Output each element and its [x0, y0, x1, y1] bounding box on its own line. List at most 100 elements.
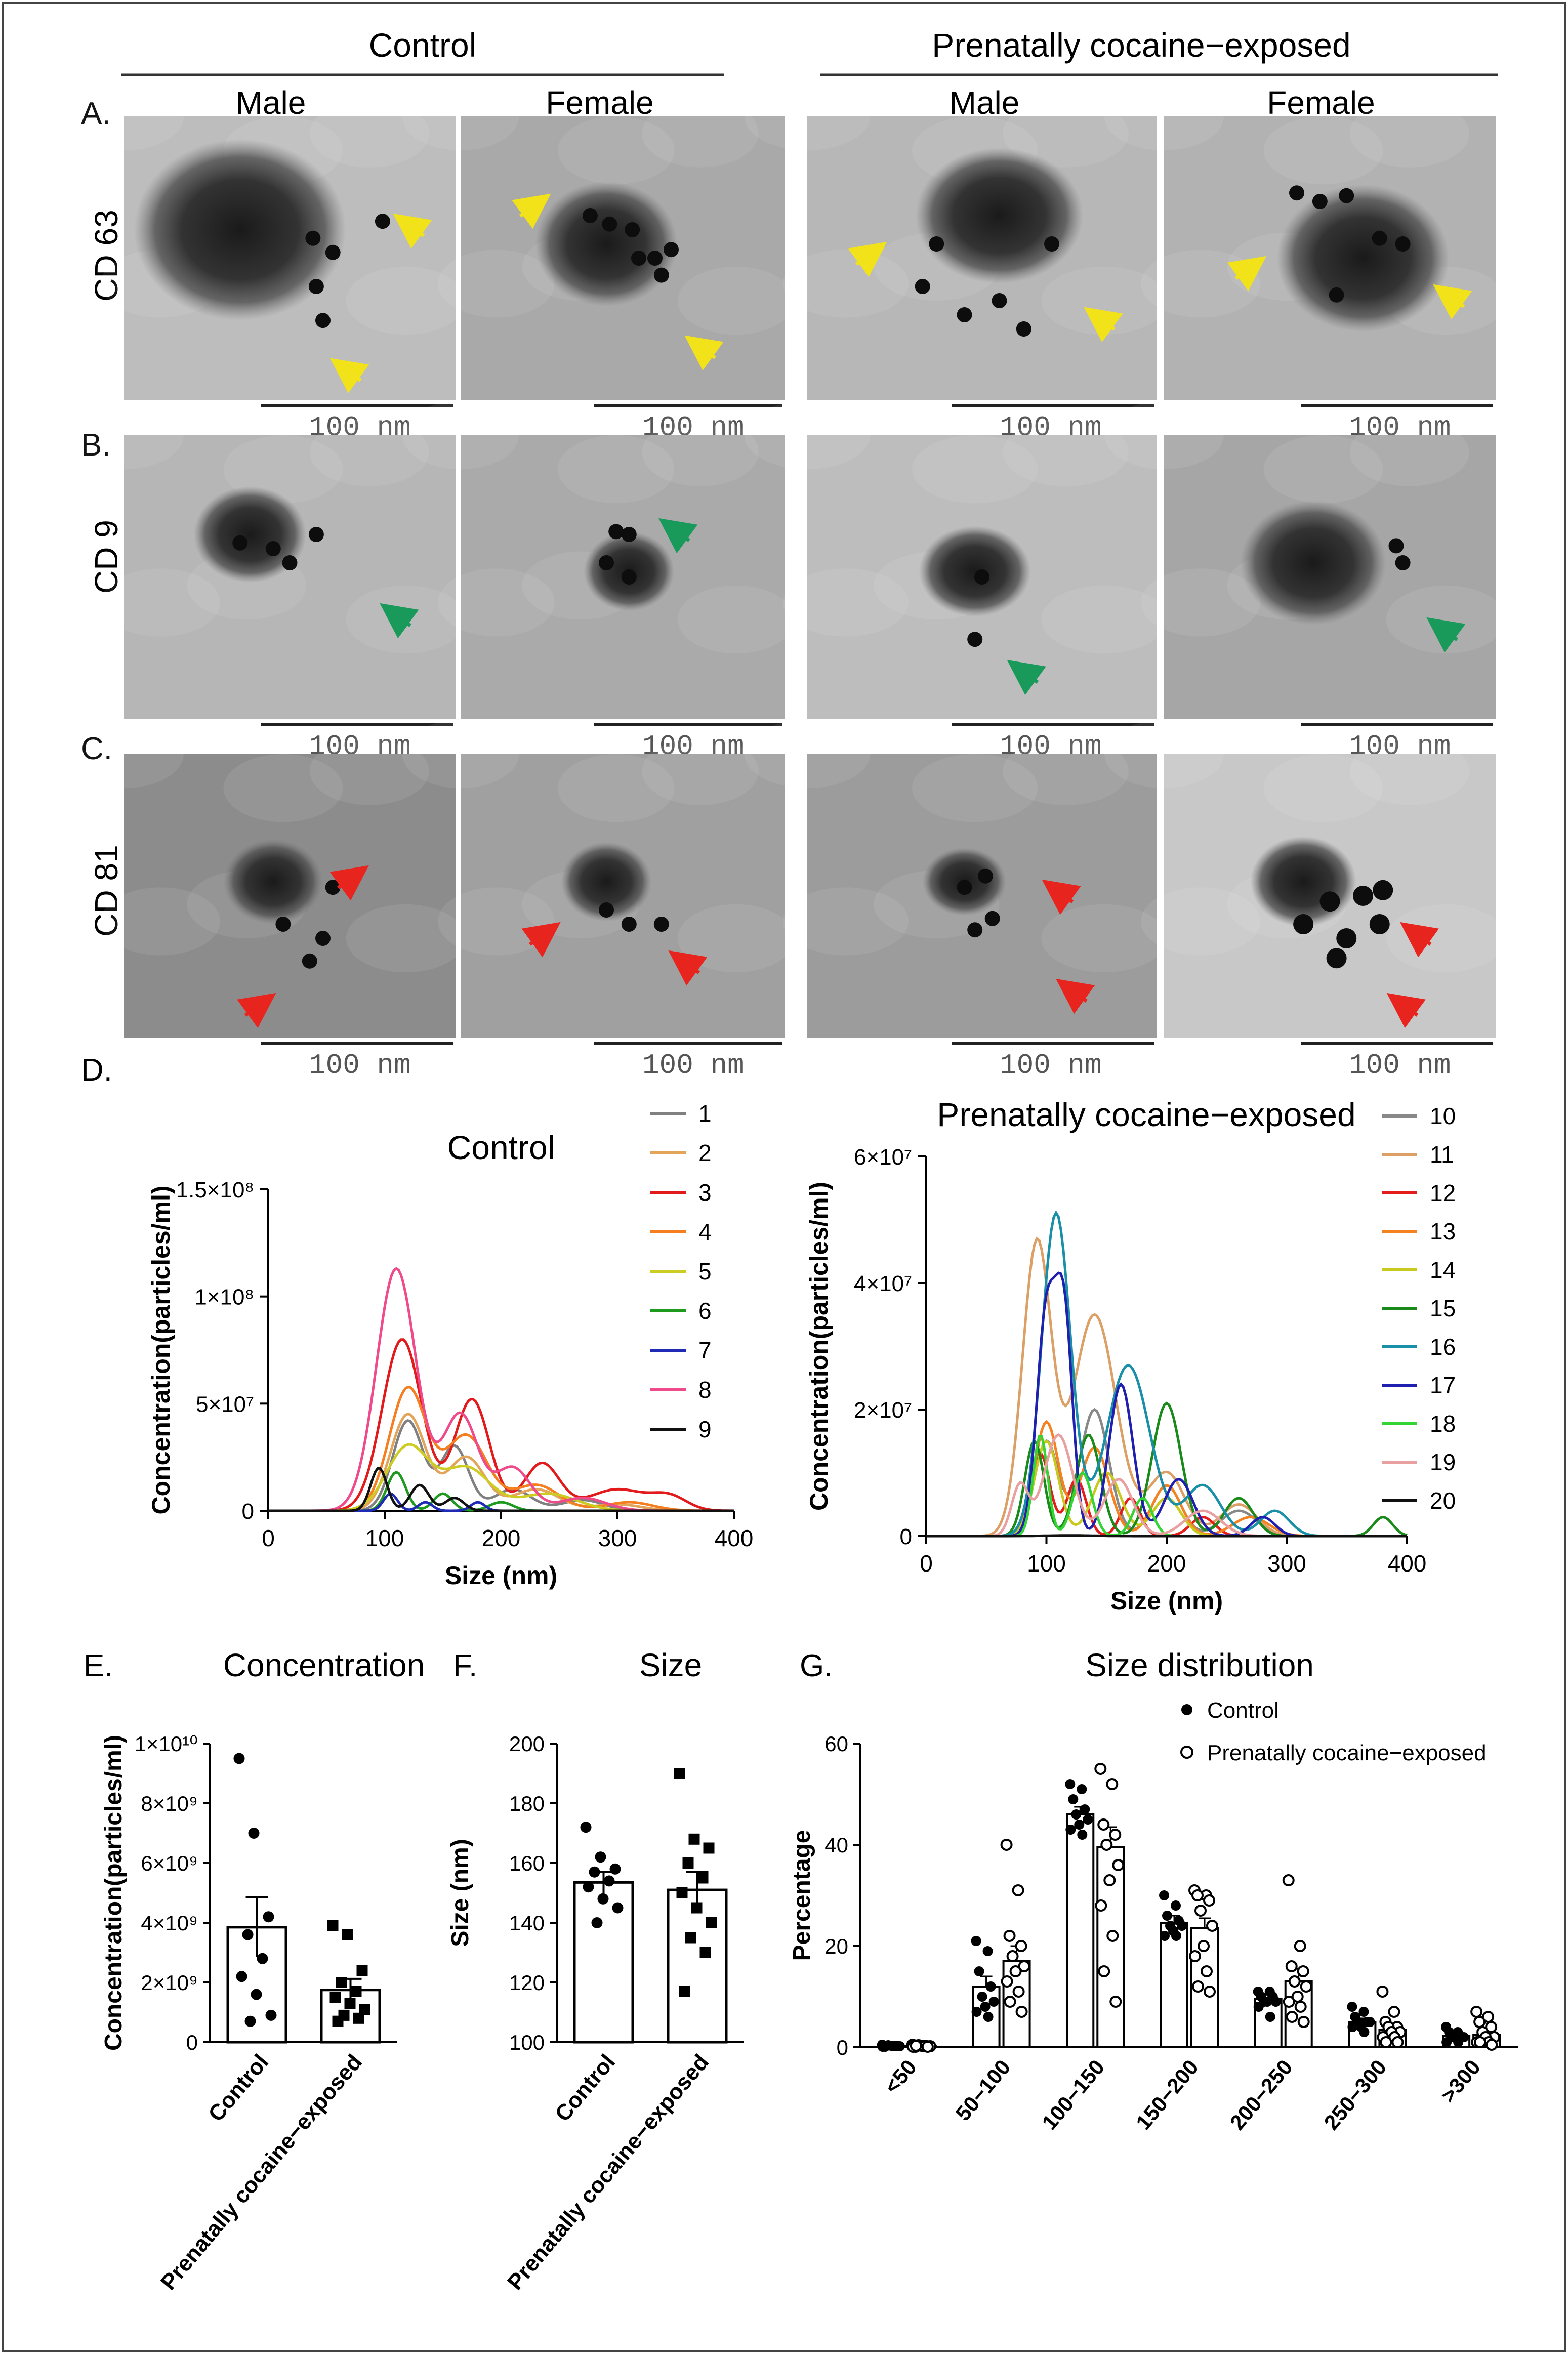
gold-particle	[315, 931, 331, 946]
gold-particle	[967, 922, 983, 938]
arrow-cd81	[1386, 993, 1426, 1028]
arrow-cd81	[237, 993, 276, 1028]
panel-label-c: C.	[81, 731, 112, 766]
x-tick-label: 0	[920, 1550, 933, 1577]
data-point	[1282, 1874, 1295, 1886]
data-point	[1171, 1900, 1181, 1911]
data-point	[1391, 2036, 1404, 2048]
micrograph-texture	[438, 568, 555, 637]
data-point	[1380, 2036, 1392, 2048]
data-point	[1000, 1839, 1013, 1851]
data-point	[1106, 1778, 1119, 1790]
gold-particle	[647, 251, 663, 266]
x-tick-label: 300	[598, 1525, 637, 1551]
chart-title: Concentration	[223, 1647, 425, 1683]
micrograph-cd9-1: 100 nm	[64, 401, 466, 763]
micrograph-texture	[642, 737, 759, 805]
data-point	[1109, 1996, 1122, 2008]
gold-particle	[282, 555, 298, 570]
y-tick-label: 120	[509, 1971, 545, 1995]
data-point	[985, 1981, 996, 1992]
data-point	[603, 1875, 615, 1887]
gold-particle	[621, 527, 637, 542]
scale-bar-label: 100 nm	[642, 1049, 745, 1082]
data-point	[1262, 1997, 1272, 2007]
data-point	[982, 1946, 993, 1956]
y-tick-label: 1×10⁸	[194, 1285, 254, 1310]
data-point	[1201, 1965, 1213, 1977]
micrograph-cd63-4: 100 nm	[1104, 82, 1506, 444]
y-tick-label: 160	[509, 1851, 545, 1875]
vesicle	[535, 181, 678, 307]
micrograph-texture	[1041, 904, 1167, 973]
data-point	[1162, 1911, 1172, 1921]
arrow-cd81	[1056, 978, 1095, 1014]
data-point	[1065, 1825, 1076, 1835]
micrograph-texture	[912, 435, 1038, 504]
data-point	[1192, 1980, 1204, 1993]
vesicle	[134, 139, 346, 321]
series-line-1	[268, 1419, 734, 1512]
micrograph-cd9-4: 100 nm	[1104, 401, 1506, 763]
micrograph-texture	[744, 401, 871, 470]
data-point	[236, 1971, 247, 1982]
legend-label-8: 8	[698, 1377, 712, 1403]
micrograph-cd9-3: 100 nm	[744, 401, 1167, 763]
micrograph-texture	[1104, 720, 1224, 789]
gold-particle	[1395, 236, 1411, 252]
series-line-3	[268, 1338, 734, 1512]
micrograph-cd81-4: 100 nm	[1104, 720, 1506, 1082]
gold-particle	[1289, 185, 1304, 201]
data-point	[1009, 1965, 1022, 1977]
data-point	[1358, 2007, 1369, 2017]
data-point	[1077, 1830, 1088, 1840]
x-tick-label: 300	[1267, 1550, 1306, 1577]
gold-particle	[1373, 880, 1393, 900]
gold-particle	[992, 293, 1007, 308]
panel-label-g: G.	[800, 1648, 833, 1683]
data-point	[1453, 2037, 1464, 2047]
data-point	[1012, 1884, 1024, 1896]
data-point	[1177, 1921, 1187, 1931]
y-axis-label: Concentration(particles/ml)	[100, 1735, 127, 2051]
micrograph-texture	[1041, 585, 1167, 654]
data-point	[1071, 1809, 1082, 1820]
y-tick-label: 0	[186, 2031, 198, 2054]
data-point	[1006, 1950, 1019, 1962]
micrograph-texture	[1003, 737, 1129, 805]
data-point	[353, 2012, 364, 2024]
micrograph-texture	[1141, 250, 1260, 318]
data-point	[1003, 1930, 1016, 1942]
y-tick-label: 0	[837, 2036, 848, 2059]
micrograph-texture	[782, 250, 909, 318]
y-axis-label: Percentage	[789, 1830, 815, 1961]
x-tick-label: >300	[1436, 2055, 1485, 2107]
data-point	[674, 1768, 685, 1779]
vesicle	[1240, 500, 1386, 626]
gold-particle	[915, 279, 930, 294]
x-tick-label: Control	[550, 2050, 620, 2126]
x-tick-label: 150−200	[1131, 2055, 1203, 2134]
data-point	[1486, 2039, 1498, 2051]
data-point	[1065, 1779, 1076, 1789]
micrograph-texture	[558, 754, 675, 822]
gold-particle	[977, 868, 993, 884]
y-tick-label: 100	[509, 2031, 545, 2054]
data-point	[336, 1977, 347, 1988]
micrograph-texture	[1104, 82, 1224, 151]
micrograph-cd9-2: 100 nm	[402, 401, 795, 763]
gold-particle	[967, 632, 983, 647]
data-point	[350, 1986, 362, 1997]
data-point	[971, 1936, 981, 1946]
data-point	[251, 1989, 262, 2000]
micrograph-texture	[677, 585, 795, 654]
data-point	[1106, 1930, 1119, 1942]
gold-particle	[308, 279, 324, 294]
data-point	[1015, 2006, 1028, 2018]
arrow-cd81	[329, 865, 369, 901]
x-tick-label: 200−250	[1225, 2055, 1297, 2134]
legend-label-16: 16	[1430, 1334, 1456, 1360]
arrow-cd81	[1042, 879, 1081, 915]
y-tick-label: 1×10¹⁰	[135, 1732, 198, 1756]
